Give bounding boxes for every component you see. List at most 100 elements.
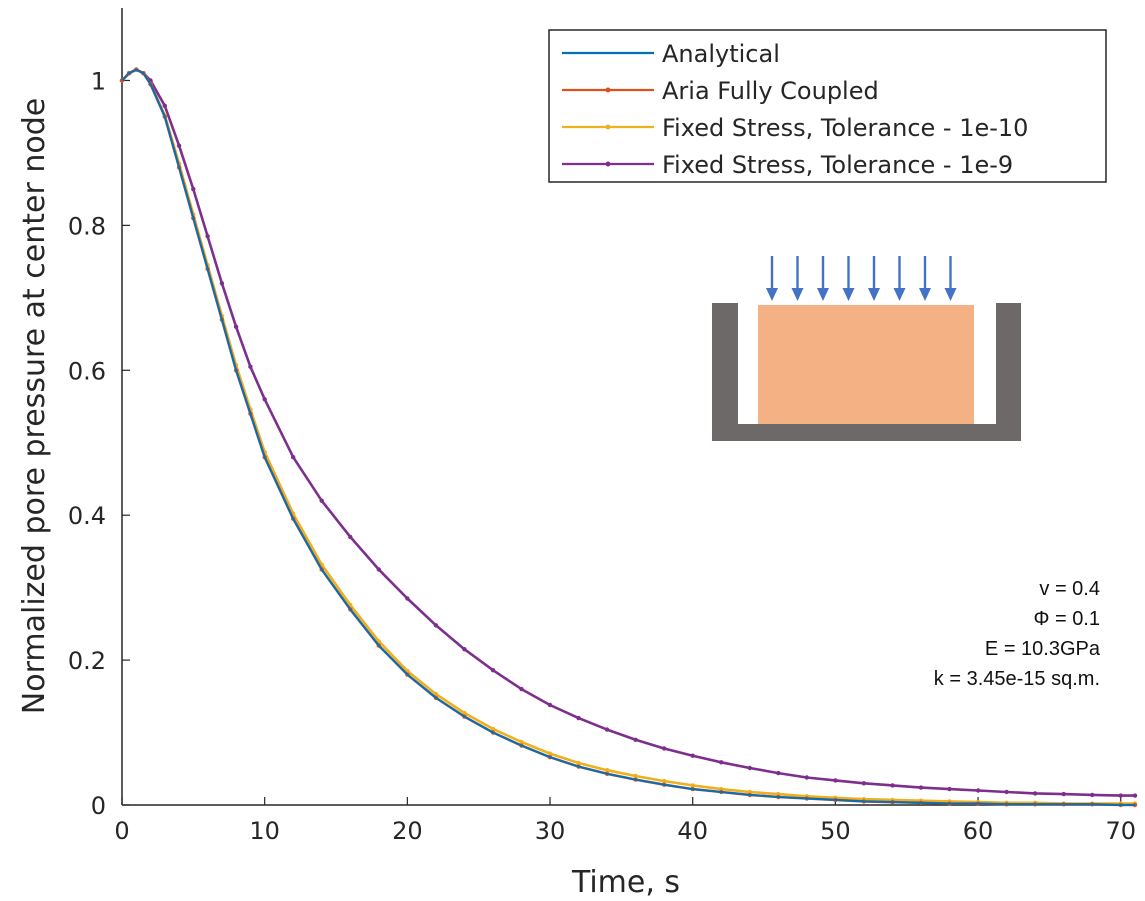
series-point	[861, 781, 867, 786]
series-point	[1090, 792, 1095, 798]
y-tick-label: 1	[91, 67, 106, 95]
series-point	[490, 726, 496, 732]
series-point	[576, 760, 581, 766]
series-point	[462, 710, 467, 716]
x-axis-title: Time, s	[571, 865, 680, 900]
load-arrow-icon	[893, 256, 906, 301]
x-tick-label: 40	[677, 817, 708, 845]
series-point	[1004, 789, 1009, 795]
boundary-condition-diagram	[712, 256, 1021, 441]
series-point	[462, 647, 467, 652]
series-point	[1032, 791, 1038, 796]
series-line	[121, 68, 1135, 806]
series-point	[176, 143, 182, 148]
series-point	[219, 281, 225, 286]
arrow-head	[944, 288, 957, 301]
series-point	[1132, 793, 1138, 798]
load-arrow-icon	[766, 256, 778, 301]
series-point	[348, 534, 353, 540]
series-layer	[119, 67, 1138, 808]
x-tick-label: 0	[114, 817, 129, 845]
arrow-head	[893, 288, 906, 301]
series-point	[633, 773, 638, 779]
load-arrow-icon	[791, 256, 804, 301]
series-point	[519, 739, 524, 745]
series-point	[890, 783, 895, 788]
series-point	[262, 397, 267, 402]
series-point	[490, 668, 496, 673]
y-tick-label: 0	[91, 792, 106, 820]
series-point	[519, 686, 524, 692]
series-point	[405, 596, 410, 601]
series-point	[719, 760, 724, 765]
container-walls	[712, 303, 1021, 441]
y-tick-label: 0.6	[68, 357, 106, 385]
x-tick-label: 20	[392, 817, 423, 845]
parameter-label: k = 3.45e-15 sq.m.	[934, 668, 1100, 690]
load-arrow-icon	[842, 256, 855, 301]
legend-item: Analytical	[562, 40, 780, 68]
series-point	[547, 702, 553, 708]
series-point	[291, 455, 296, 460]
series-point	[776, 770, 781, 776]
porous-sample	[758, 305, 974, 424]
series-point	[747, 765, 752, 771]
series-point	[547, 751, 553, 756]
series-point	[319, 498, 324, 503]
series-point	[162, 103, 167, 109]
series-point	[191, 186, 196, 192]
series-point	[576, 715, 581, 721]
load-arrow-icon	[868, 256, 880, 301]
series-point	[804, 775, 809, 780]
series-point	[947, 786, 952, 792]
series-point	[690, 753, 695, 758]
series-point	[1061, 791, 1066, 797]
series-point	[833, 778, 838, 783]
axes: 0 10 20 30 40 50 60 70 0 0.2 0.4 0.6 0.8 1	[68, 8, 1136, 845]
y-tick-label: 0.8	[68, 212, 106, 240]
series-point	[233, 324, 239, 329]
load-arrows	[766, 256, 957, 301]
legend-marker	[605, 124, 611, 130]
y-tick-label: 0.2	[68, 647, 106, 675]
series-point	[662, 778, 667, 784]
legend-item: Aria Fully Coupled	[562, 77, 879, 105]
x-tick-label: 60	[963, 817, 994, 845]
legend-item: Fixed Stress, Tolerance - 1e-10	[562, 114, 1028, 142]
load-arrow-icon	[944, 256, 957, 301]
y-axis-title: Normalized pore pressure at center node	[17, 98, 52, 714]
series-point	[604, 768, 610, 773]
series-point	[1118, 793, 1123, 798]
legend-item: Fixed Stress, Tolerance - 1e-9	[562, 151, 1013, 179]
series-point	[975, 788, 981, 793]
x-tick-label: 30	[535, 817, 566, 845]
legend-label: Analytical	[662, 40, 780, 68]
series-point	[376, 567, 381, 572]
x-tick-label: 70	[1105, 817, 1136, 845]
series-point	[633, 737, 638, 742]
legend-label: Fixed Stress, Tolerance - 1e-10	[662, 114, 1028, 142]
series-point	[604, 727, 610, 732]
series-point	[662, 746, 667, 751]
load-arrow-icon	[817, 256, 829, 301]
series-point	[433, 691, 439, 697]
legend-box	[548, 29, 1107, 183]
series-point	[433, 623, 439, 628]
x-tick-label: 50	[820, 817, 851, 845]
series-point	[918, 785, 924, 790]
load-arrow-icon	[919, 256, 931, 301]
x-tick-label: 10	[249, 817, 280, 845]
series-point	[205, 234, 210, 239]
series-0	[121, 68, 1135, 806]
series-line	[121, 68, 1135, 797]
arrow-head	[842, 288, 855, 301]
arrow-head	[919, 288, 931, 301]
arrow-head	[766, 288, 778, 301]
legend: Analytical Aria Fully Coupled Fixed Stress…	[548, 29, 1107, 183]
legend-label: Aria Fully Coupled	[662, 77, 879, 105]
arrow-head	[868, 288, 880, 301]
y-tick-label: 0.4	[68, 502, 106, 530]
legend-marker	[605, 87, 611, 93]
arrow-head	[817, 288, 829, 301]
series-point	[248, 364, 253, 369]
